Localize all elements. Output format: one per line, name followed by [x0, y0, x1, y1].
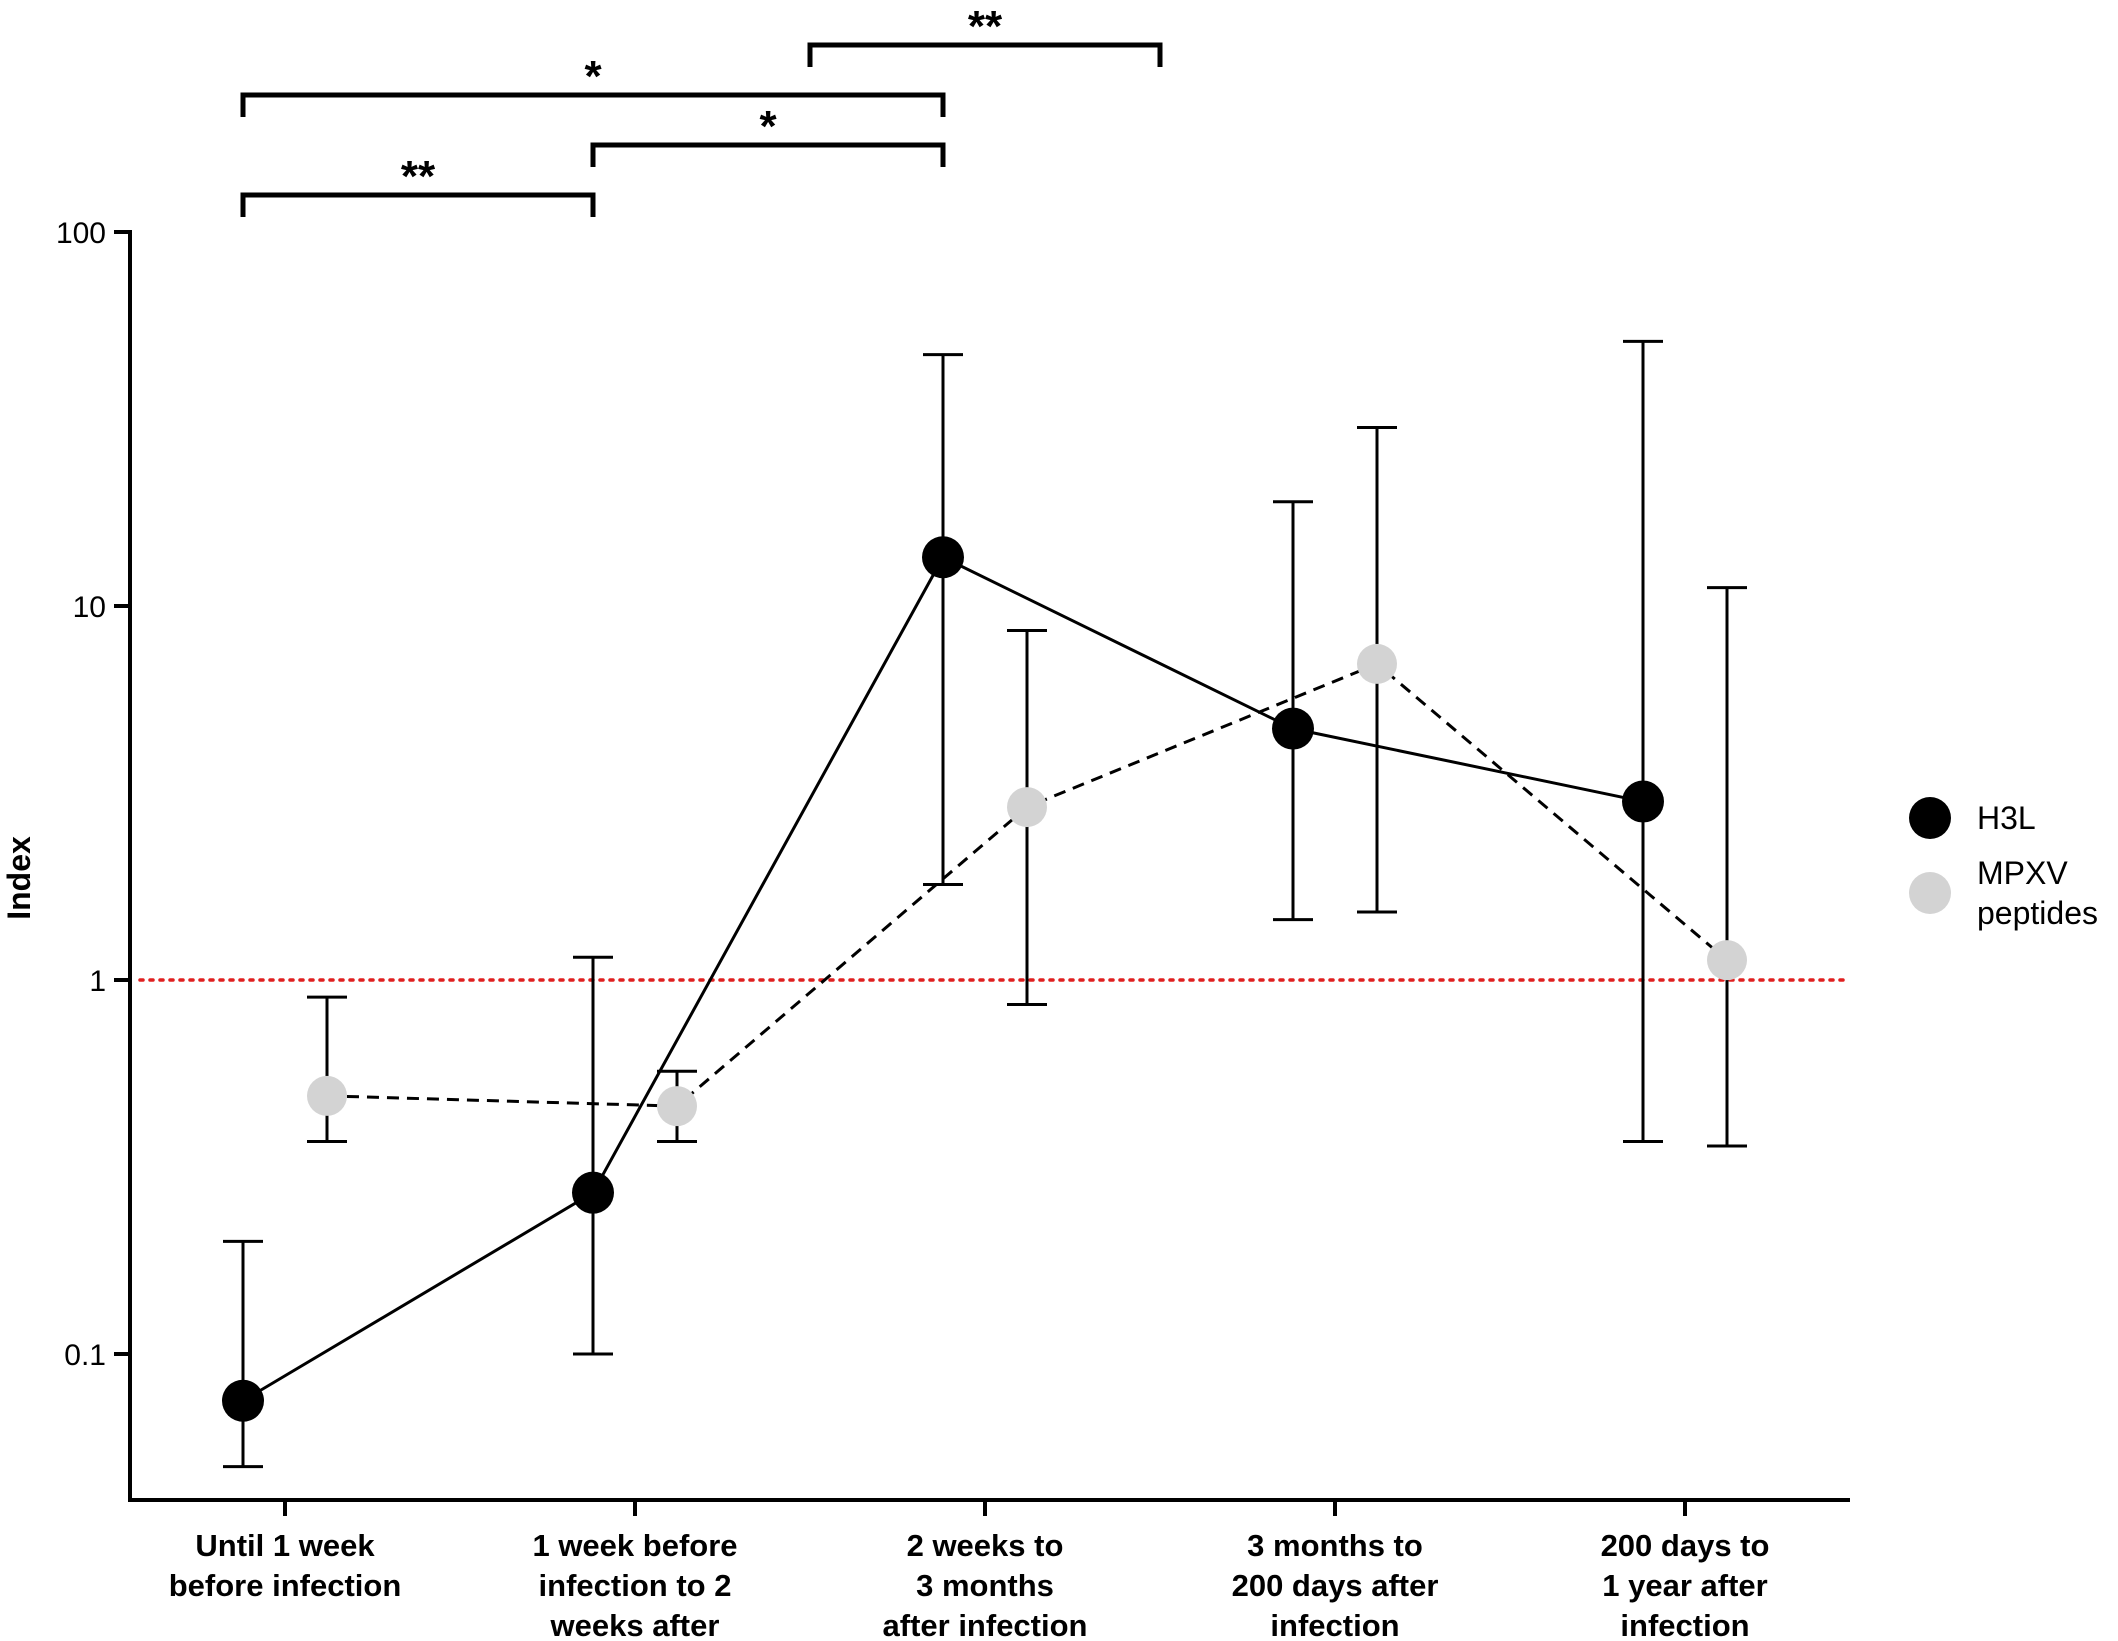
x-tick-label: 3 months to [1247, 1528, 1423, 1563]
significance-label: * [759, 102, 777, 151]
significance-bracket: * [590, 102, 946, 167]
bracket-line [807, 42, 1163, 67]
significance-label: ** [401, 152, 436, 201]
x-tick-label: 2 weeks to [907, 1528, 1064, 1563]
x-tick-label: Until 1 week [195, 1528, 375, 1563]
y-tick-label: 0.1 [64, 1339, 106, 1372]
y-axis-label: Index [1, 836, 37, 920]
data-point [657, 1086, 697, 1127]
data-point [222, 1379, 264, 1422]
legend-label: peptides [1977, 895, 2098, 931]
bracket-line [590, 142, 946, 167]
significance-brackets: ****** [240, 2, 1163, 217]
legend-label: MPXV [1977, 855, 2068, 891]
data-point [1007, 787, 1047, 828]
x-tick-label: 1 week before [532, 1528, 737, 1563]
x-tick-label: before infection [169, 1568, 402, 1603]
axes: 100 10 1 0.1 Until 1 week before infection 1 w… [56, 217, 1850, 1641]
data-point [1707, 940, 1747, 981]
x-tick-label: infection to 2 [539, 1568, 732, 1603]
x-tick-label: after infection [883, 1608, 1088, 1641]
significance-label: * [584, 52, 602, 101]
y-tick-label: 100 [56, 217, 106, 250]
x-tick-label: 1 year after [1602, 1568, 1767, 1603]
y-tick-label: 10 [73, 591, 106, 624]
significance-bracket: ** [240, 152, 596, 217]
significance-label: ** [968, 2, 1003, 51]
data-point [922, 536, 964, 579]
legend-item: H3L [1909, 797, 2036, 839]
x-tick-label: 3 months [916, 1568, 1054, 1603]
x-tick-label: infection [1270, 1608, 1399, 1641]
legend-marker [1909, 872, 1951, 914]
bracket-line [240, 192, 596, 217]
data-point [572, 1171, 614, 1214]
x-tick-label: weeks after [550, 1608, 720, 1641]
series-group [222, 339, 1747, 1469]
x-tick-label: 200 days to [1601, 1528, 1770, 1563]
series-mpxv-peptides [307, 426, 1747, 1148]
legend-label: H3L [1977, 800, 2036, 836]
data-point [1622, 780, 1664, 823]
x-tick-label: 200 days after [1232, 1568, 1439, 1603]
data-point [307, 1075, 347, 1116]
legend: H3L MPXV peptides [1909, 797, 2098, 931]
significance-bracket: ** [807, 2, 1163, 67]
bracket-line [240, 92, 946, 117]
legend-marker [1909, 797, 1951, 839]
data-point [1357, 643, 1397, 684]
y-tick-label: 1 [89, 965, 106, 998]
legend-item: MPXV peptides [1909, 855, 2098, 931]
data-point [1272, 707, 1314, 750]
significance-bracket: * [240, 52, 946, 117]
x-tick-label: infection [1620, 1608, 1749, 1641]
series-h3l [222, 339, 1664, 1469]
